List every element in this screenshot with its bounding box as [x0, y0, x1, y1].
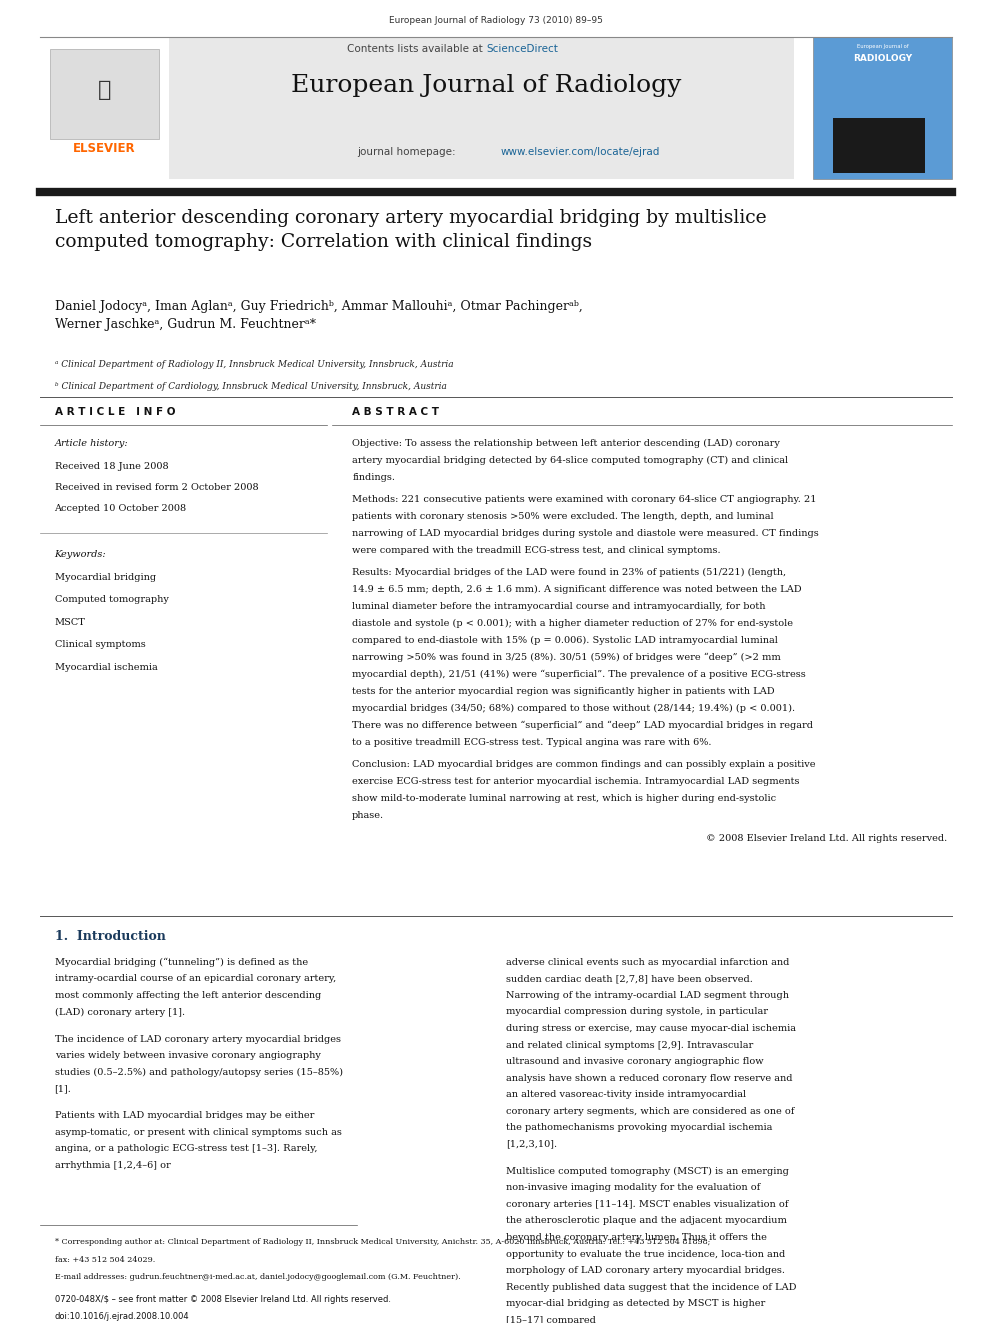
Text: varies widely between invasive coronary angiography: varies widely between invasive coronary …: [55, 1050, 320, 1060]
Text: show mild-to-moderate luminal narrowing at rest, which is higher during end-syst: show mild-to-moderate luminal narrowing …: [352, 794, 777, 803]
Text: sudden cardiac death [2,7,8] have been observed.: sudden cardiac death [2,7,8] have been o…: [506, 974, 753, 983]
Text: RADIOLOGY: RADIOLOGY: [853, 54, 913, 64]
Text: Accepted 10 October 2008: Accepted 10 October 2008: [55, 504, 186, 513]
Text: A B S T R A C T: A B S T R A C T: [352, 407, 439, 418]
Text: tests for the anterior myocardial region was significantly higher in patients wi: tests for the anterior myocardial region…: [352, 687, 775, 696]
Text: 🌲: 🌲: [97, 79, 111, 101]
Text: myocar-dial bridging as detected by MSCT is higher: myocar-dial bridging as detected by MSCT…: [506, 1299, 765, 1308]
Text: MSCT: MSCT: [55, 618, 85, 627]
Text: during stress or exercise, may cause myocar-dial ischemia: during stress or exercise, may cause myo…: [506, 1024, 796, 1033]
Text: Methods: 221 consecutive patients were examined with coronary 64-slice CT angiog: Methods: 221 consecutive patients were e…: [352, 495, 816, 504]
Text: beyond the coronary artery lumen. Thus it offers the: beyond the coronary artery lumen. Thus i…: [506, 1233, 767, 1242]
Text: Objective: To assess the relationship between left anterior descending (LAD) cor: Objective: To assess the relationship be…: [352, 439, 780, 448]
Text: 0720-048X/$ – see front matter © 2008 Elsevier Ireland Ltd. All rights reserved.: 0720-048X/$ – see front matter © 2008 El…: [55, 1295, 391, 1304]
Text: www.elsevier.com/locate/ejrad: www.elsevier.com/locate/ejrad: [501, 147, 661, 157]
Text: compared to end-diastole with 15% (p = 0.006). Systolic LAD intramyocardial lumi: compared to end-diastole with 15% (p = 0…: [352, 636, 778, 646]
Text: Narrowing of the intramy-ocardial LAD segment through: Narrowing of the intramy-ocardial LAD se…: [506, 991, 789, 1000]
Text: Conclusion: LAD myocardial bridges are common findings and can possibly explain : Conclusion: LAD myocardial bridges are c…: [352, 759, 815, 769]
Text: journal homepage:: journal homepage:: [357, 147, 459, 157]
Text: Article history:: Article history:: [55, 439, 128, 448]
Text: non-invasive imaging modality for the evaluation of: non-invasive imaging modality for the ev…: [506, 1184, 760, 1192]
Text: morphology of LAD coronary artery myocardial bridges.: morphology of LAD coronary artery myocar…: [506, 1266, 785, 1275]
Text: Keywords:: Keywords:: [55, 550, 106, 560]
Text: Computed tomography: Computed tomography: [55, 595, 169, 605]
Text: were compared with the treadmill ECG-stress test, and clinical symptoms.: were compared with the treadmill ECG-str…: [352, 546, 721, 556]
Text: Recently published data suggest that the incidence of LAD: Recently published data suggest that the…: [506, 1283, 797, 1291]
Text: [1].: [1].: [55, 1085, 71, 1093]
Text: and related clinical symptoms [2,9]. Intravascular: and related clinical symptoms [2,9]. Int…: [506, 1040, 753, 1049]
Text: ELSEVIER: ELSEVIER: [72, 142, 136, 155]
Text: ᵇ Clinical Department of Cardiology, Innsbruck Medical University, Innsbruck, Au: ᵇ Clinical Department of Cardiology, Inn…: [55, 382, 446, 392]
Text: European Journal of: European Journal of: [857, 44, 909, 49]
Text: European Journal of Radiology: European Journal of Radiology: [291, 74, 682, 97]
Text: myocardial depth), 21/51 (41%) were “superficial”. The prevalence of a positive : myocardial depth), 21/51 (41%) were “sup…: [352, 669, 806, 679]
Text: patients with coronary stenosis >50% were excluded. The length, depth, and lumin: patients with coronary stenosis >50% wer…: [352, 512, 774, 521]
Text: ScienceDirect: ScienceDirect: [486, 44, 558, 54]
Text: asymp-tomatic, or present with clinical symptoms such as: asymp-tomatic, or present with clinical …: [55, 1127, 341, 1136]
Text: [15–17] compared: [15–17] compared: [506, 1315, 596, 1323]
Text: most commonly affecting the left anterior descending: most commonly affecting the left anterio…: [55, 991, 320, 1000]
Text: angina, or a pathologic ECG-stress test [1–3]. Rarely,: angina, or a pathologic ECG-stress test …: [55, 1144, 317, 1154]
Text: The incidence of LAD coronary artery myocardial bridges: The incidence of LAD coronary artery myo…: [55, 1035, 340, 1044]
Text: [1,2,3,10].: [1,2,3,10].: [506, 1139, 558, 1148]
Text: (LAD) coronary artery [1].: (LAD) coronary artery [1].: [55, 1008, 185, 1016]
Text: Myocardial bridging (“tunneling”) is defined as the: Myocardial bridging (“tunneling”) is def…: [55, 958, 308, 967]
Text: * Corresponding author at: Clinical Department of Radiology II, Innsbruck Medica: * Corresponding author at: Clinical Depa…: [55, 1238, 710, 1246]
Text: doi:10.1016/j.ejrad.2008.10.004: doi:10.1016/j.ejrad.2008.10.004: [55, 1312, 189, 1322]
Text: diastole and systole (p < 0.001); with a higher diameter reduction of 27% for en: diastole and systole (p < 0.001); with a…: [352, 619, 794, 628]
Text: Left anterior descending coronary artery myocardial bridging by multislice
compu: Left anterior descending coronary artery…: [55, 209, 766, 250]
Text: Contents lists available at: Contents lists available at: [347, 44, 486, 54]
Text: E-mail addresses: gudrun.feuchtner@i-med.ac.at, daniel.jodocy@googlemail.com (G.: E-mail addresses: gudrun.feuchtner@i-med…: [55, 1273, 460, 1281]
Text: © 2008 Elsevier Ireland Ltd. All rights reserved.: © 2008 Elsevier Ireland Ltd. All rights …: [706, 835, 947, 843]
Text: fax: +43 512 504 24029.: fax: +43 512 504 24029.: [55, 1256, 155, 1263]
FancyBboxPatch shape: [813, 37, 952, 179]
Text: Clinical symptoms: Clinical symptoms: [55, 640, 145, 650]
Text: adverse clinical events such as myocardial infarction and: adverse clinical events such as myocardi…: [506, 958, 790, 967]
Text: There was no difference between “superficial” and “deep” LAD myocardial bridges : There was no difference between “superfi…: [352, 721, 813, 730]
FancyBboxPatch shape: [833, 118, 925, 173]
Text: to a positive treadmill ECG-stress test. Typical angina was rare with 6%.: to a positive treadmill ECG-stress test.…: [352, 738, 711, 746]
Text: coronary artery segments, which are considered as one of: coronary artery segments, which are cons…: [506, 1106, 795, 1115]
Text: luminal diameter before the intramyocardial course and intramyocardially, for bo: luminal diameter before the intramyocard…: [352, 602, 766, 611]
Text: Multislice computed tomography (MSCT) is an emerging: Multislice computed tomography (MSCT) is…: [506, 1167, 789, 1176]
Text: A R T I C L E   I N F O: A R T I C L E I N F O: [55, 407, 175, 418]
Text: narrowing >50% was found in 3/25 (8%). 30/51 (59%) of bridges were “deep” (>2 mm: narrowing >50% was found in 3/25 (8%). 3…: [352, 654, 781, 663]
Text: opportunity to evaluate the true incidence, loca-tion and: opportunity to evaluate the true inciden…: [506, 1249, 786, 1258]
Text: intramy-ocardial course of an epicardial coronary artery,: intramy-ocardial course of an epicardial…: [55, 974, 336, 983]
FancyBboxPatch shape: [40, 37, 169, 179]
FancyBboxPatch shape: [50, 49, 159, 139]
Text: studies (0.5–2.5%) and pathology/autopsy series (15–85%): studies (0.5–2.5%) and pathology/autopsy…: [55, 1068, 342, 1077]
Text: Results: Myocardial bridges of the LAD were found in 23% of patients (51/221) (l: Results: Myocardial bridges of the LAD w…: [352, 569, 787, 577]
Text: Received in revised form 2 October 2008: Received in revised form 2 October 2008: [55, 483, 258, 492]
Text: findings.: findings.: [352, 474, 395, 482]
Text: 1.  Introduction: 1. Introduction: [55, 930, 166, 943]
Text: narrowing of LAD myocardial bridges during systole and diastole were measured. C: narrowing of LAD myocardial bridges duri…: [352, 529, 819, 538]
Text: ultrasound and invasive coronary angiographic flow: ultrasound and invasive coronary angiogr…: [506, 1057, 764, 1066]
Text: Myocardial ischemia: Myocardial ischemia: [55, 663, 158, 672]
Text: coronary arteries [11–14]. MSCT enables visualization of: coronary arteries [11–14]. MSCT enables …: [506, 1200, 789, 1209]
Text: Daniel Jodocyᵃ, Iman Aglanᵃ, Guy Friedrichᵇ, Ammar Mallouhiᵃ, Otmar Pachingerᵃᵇ,: Daniel Jodocyᵃ, Iman Aglanᵃ, Guy Friedri…: [55, 300, 582, 331]
Text: artery myocardial bridging detected by 64-slice computed tomography (CT) and cli: artery myocardial bridging detected by 6…: [352, 456, 789, 466]
Text: Patients with LAD myocardial bridges may be either: Patients with LAD myocardial bridges may…: [55, 1111, 313, 1121]
Text: exercise ECG-stress test for anterior myocardial ischemia. Intramyocardial LAD s: exercise ECG-stress test for anterior my…: [352, 777, 800, 786]
Text: ᵃ Clinical Department of Radiology II, Innsbruck Medical University, Innsbruck, : ᵃ Clinical Department of Radiology II, I…: [55, 360, 453, 369]
Text: an altered vasoreac-tivity inside intramyocardial: an altered vasoreac-tivity inside intram…: [506, 1090, 746, 1099]
Text: myocardial bridges (34/50; 68%) compared to those without (28/144; 19.4%) (p < 0: myocardial bridges (34/50; 68%) compared…: [352, 704, 796, 713]
Text: 14.9 ± 6.5 mm; depth, 2.6 ± 1.6 mm). A significant difference was noted between : 14.9 ± 6.5 mm; depth, 2.6 ± 1.6 mm). A s…: [352, 585, 802, 594]
Text: phase.: phase.: [352, 811, 384, 820]
Text: the pathomechanisms provoking myocardial ischemia: the pathomechanisms provoking myocardial…: [506, 1123, 773, 1132]
Text: arrhythmia [1,2,4–6] or: arrhythmia [1,2,4–6] or: [55, 1162, 171, 1170]
Text: Received 18 June 2008: Received 18 June 2008: [55, 462, 169, 471]
FancyBboxPatch shape: [169, 37, 794, 179]
Text: the atherosclerotic plaque and the adjacent myocardium: the atherosclerotic plaque and the adjac…: [506, 1217, 787, 1225]
Text: myocardial compression during systole, in particular: myocardial compression during systole, i…: [506, 1008, 768, 1016]
Text: Myocardial bridging: Myocardial bridging: [55, 573, 156, 582]
Text: analysis have shown a reduced coronary flow reserve and: analysis have shown a reduced coronary f…: [506, 1074, 793, 1082]
Text: European Journal of Radiology 73 (2010) 89–95: European Journal of Radiology 73 (2010) …: [389, 16, 603, 25]
